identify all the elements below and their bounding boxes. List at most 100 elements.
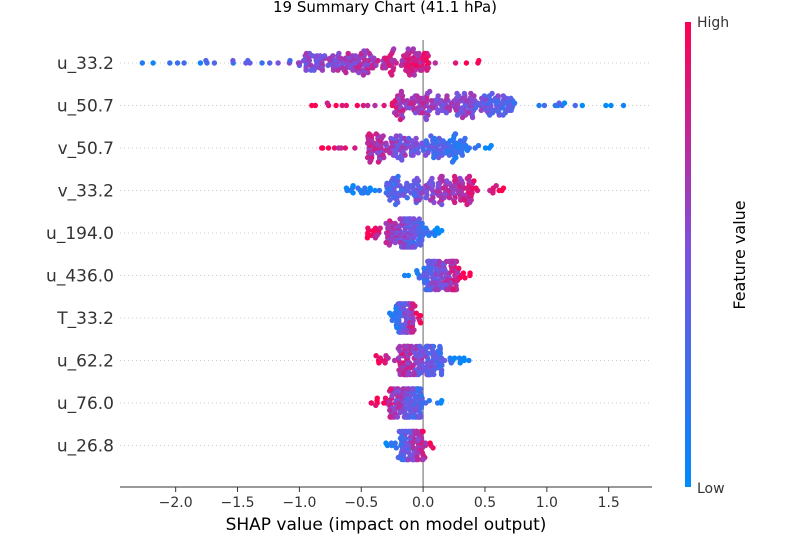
shap-point	[490, 190, 496, 196]
colorbar-gradient	[685, 22, 691, 487]
shap-point	[399, 157, 405, 163]
shap-point	[367, 185, 373, 191]
shap-point	[404, 343, 410, 350]
shap-point	[464, 147, 471, 154]
colorbar-title: Feature value	[730, 200, 749, 309]
shap-point	[444, 93, 450, 99]
shap-point	[436, 258, 443, 265]
feature-labels: u_33.2 u_50.7 v_50.7 v_33.2 u_194.0 u_436.0 T_…	[46, 54, 114, 457]
shap-point	[434, 225, 440, 231]
shap-point	[420, 428, 426, 435]
shap-point	[572, 102, 578, 109]
shap-point	[411, 428, 418, 435]
shap-point	[426, 180, 432, 186]
shap-point	[333, 102, 339, 109]
shap-point	[383, 440, 389, 446]
shap-point	[397, 192, 403, 198]
shap-point	[488, 142, 494, 149]
shap-point	[400, 98, 407, 104]
feature-label: u_50.7	[57, 97, 114, 117]
colorbar-high-label: High	[697, 15, 729, 31]
shap-point	[380, 133, 386, 139]
shap-point	[403, 67, 409, 73]
shap-point	[399, 456, 405, 463]
shap-point	[399, 57, 405, 64]
shap-point	[350, 190, 356, 196]
shap-point	[423, 286, 429, 293]
shap-point	[343, 69, 349, 76]
shap-point	[438, 107, 445, 114]
shap-point	[345, 50, 351, 57]
shap-point	[411, 371, 417, 378]
shap-point	[417, 312, 424, 319]
shap-point	[338, 55, 344, 61]
shap-point	[375, 159, 382, 165]
shap-point	[397, 343, 403, 350]
shap-point	[358, 190, 365, 196]
shap-point	[492, 107, 498, 114]
shap-point	[441, 195, 447, 201]
feature-label: u_194.0	[46, 224, 114, 244]
shap-point	[388, 386, 394, 392]
shap-point	[197, 60, 204, 66]
shap-point	[438, 173, 444, 180]
shap-point	[327, 55, 333, 61]
shap-point	[620, 102, 627, 109]
shap-point	[167, 60, 173, 66]
shap-point	[456, 265, 462, 271]
shap-point	[444, 178, 450, 184]
shap-point	[438, 98, 445, 104]
shap-point	[418, 405, 424, 411]
shap-point	[404, 414, 411, 420]
shap-point	[373, 353, 379, 359]
shap-point	[442, 150, 449, 156]
shap-point	[423, 138, 429, 144]
shap-point	[508, 95, 514, 102]
shap-point	[360, 72, 367, 78]
shap-point	[429, 175, 435, 182]
shap-point	[382, 147, 389, 154]
shap-point	[303, 50, 310, 57]
shap-point	[355, 185, 361, 191]
shap-point	[451, 355, 458, 361]
shap-point	[368, 133, 375, 139]
shap-point	[389, 72, 395, 78]
shap-point	[450, 286, 456, 293]
shap-point	[426, 232, 432, 239]
shap-point	[469, 114, 476, 121]
shap-point	[350, 67, 356, 73]
shap-point	[365, 225, 371, 231]
shap-point	[406, 135, 412, 142]
x-tick-label: 0.5	[474, 495, 496, 511]
shap-point	[330, 67, 337, 73]
shap-point	[423, 195, 429, 201]
shap-point	[245, 57, 251, 64]
shap-point	[181, 60, 187, 66]
shap-point	[420, 147, 427, 154]
shap-point	[608, 102, 614, 109]
shap-point	[454, 112, 461, 118]
shap-point	[331, 145, 338, 151]
shap-point	[413, 197, 419, 203]
shap-point	[387, 310, 393, 316]
shap-point	[415, 456, 421, 463]
shap-point	[452, 131, 459, 137]
shap-point	[413, 135, 419, 142]
shap-point	[423, 116, 430, 123]
shap-point	[321, 53, 328, 59]
shap-point	[325, 62, 331, 69]
shap-point	[397, 183, 403, 189]
x-tick-label: −0.5	[344, 495, 378, 511]
shap-point	[449, 159, 456, 165]
shap-point	[464, 201, 470, 208]
shap-points	[139, 46, 627, 463]
shap-point	[309, 102, 315, 109]
shap-point	[437, 343, 443, 350]
shap-point	[419, 237, 425, 243]
shap-point	[452, 60, 459, 66]
shap-point	[360, 102, 367, 109]
shap-point	[462, 275, 468, 281]
x-tick-label: −1.0	[282, 495, 316, 511]
shap-point	[419, 190, 425, 196]
